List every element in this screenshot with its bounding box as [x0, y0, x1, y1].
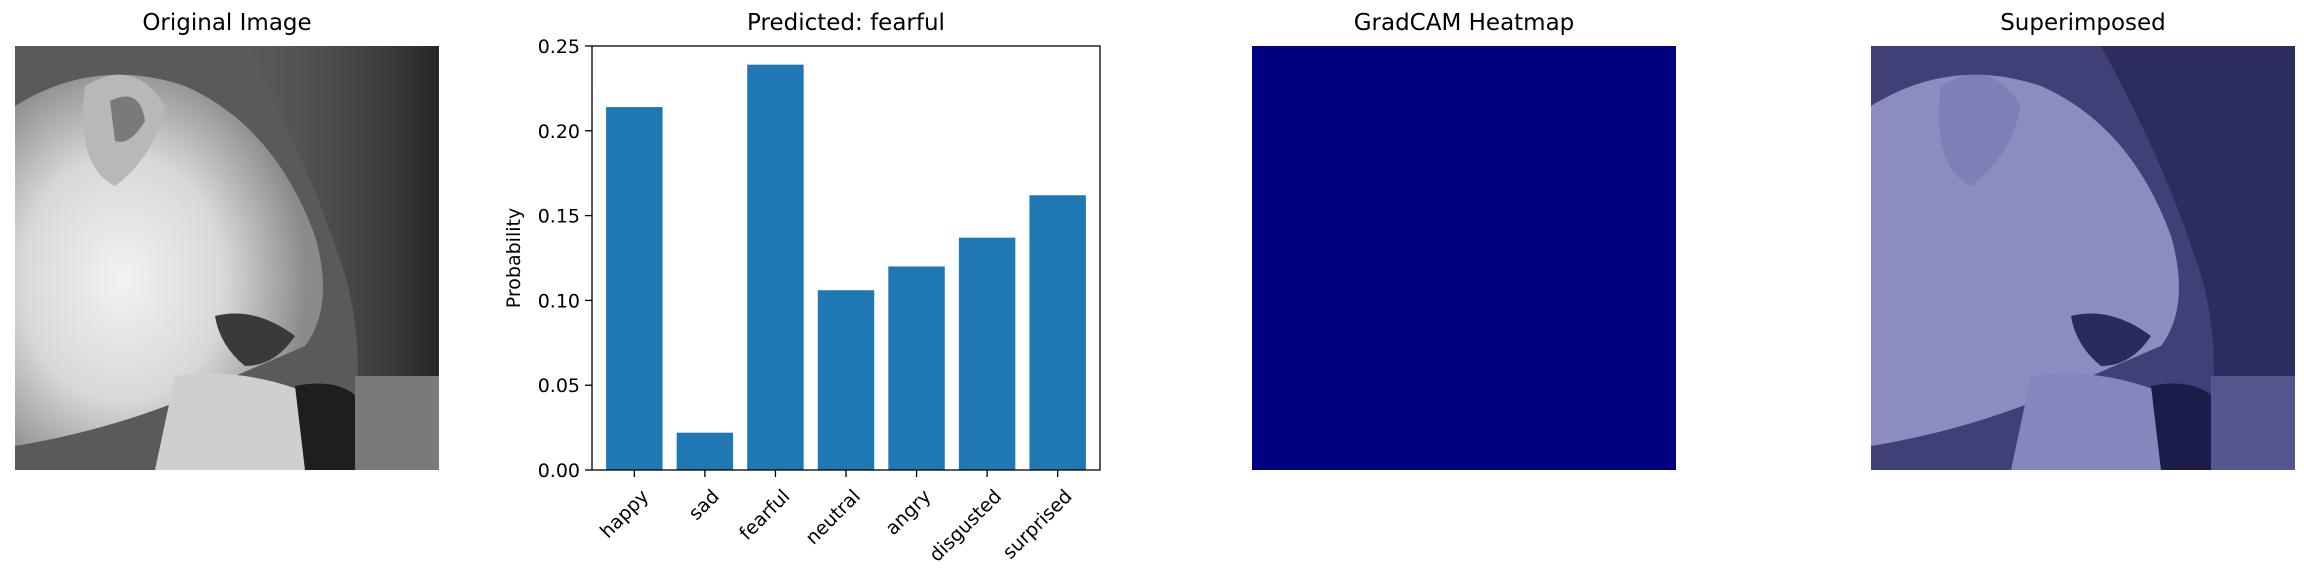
chart-title: Predicted: fearful	[747, 10, 945, 36]
bar-disgusted	[958, 237, 1016, 470]
x-tick-label-neutral: neutral	[801, 485, 865, 549]
bar-sad	[676, 432, 734, 470]
bar-angry	[888, 266, 945, 470]
y-tick-label: 0.00	[538, 460, 580, 482]
heatmap-title: GradCAM Heatmap	[1353, 10, 1575, 36]
x-tick-label-surprised: surprised	[998, 485, 1076, 563]
original-face-image	[15, 46, 439, 470]
bar-neutral	[817, 290, 875, 470]
bar-surprised	[1029, 195, 1086, 471]
x-tick-label-fearful: fearful	[735, 485, 794, 544]
y-tick-label: 0.20	[538, 121, 580, 143]
y-tick-label: 0.25	[538, 36, 580, 58]
y-axis-label: Probability	[503, 208, 525, 308]
original-image-title: Original Image	[142, 10, 312, 36]
x-tick-label-disgusted: disgusted	[925, 485, 1006, 566]
y-tick-label: 0.15	[538, 206, 580, 228]
x-tick-label-happy: happy	[596, 485, 653, 542]
x-tick-label-angry: angry	[881, 485, 935, 539]
gradcam-heatmap	[1252, 46, 1676, 470]
y-tick-label: 0.05	[538, 375, 580, 397]
superimposed-image	[1871, 46, 2295, 470]
x-tick-label-sad: sad	[685, 485, 724, 524]
bar-happy	[606, 107, 663, 470]
y-tick-label: 0.10	[538, 290, 580, 312]
superimposed-title: Superimposed	[2000, 10, 2166, 36]
bar-fearful	[747, 64, 804, 470]
